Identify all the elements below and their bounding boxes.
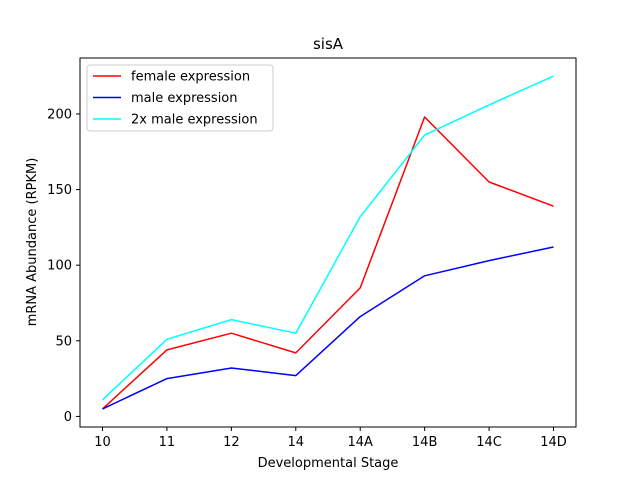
y-tick-label: 0	[64, 410, 72, 425]
series-line-0	[101, 116, 554, 410]
y-tick-label: 150	[47, 183, 72, 198]
legend-label-2: 2x male expression	[131, 113, 258, 128]
y-tick-label: 50	[55, 334, 72, 349]
x-tick-label: 14	[288, 435, 305, 450]
legend-label-0: female expression	[131, 70, 250, 85]
x-tick-label: 14A	[347, 435, 373, 450]
series-group	[101, 75, 554, 410]
legend-box	[86, 64, 274, 132]
x-tick-label: 14D	[540, 435, 567, 450]
series-line-1	[102, 246, 554, 410]
legend-label-1: male expression	[131, 91, 238, 106]
x-tick-label: 10	[94, 435, 111, 450]
x-axis: 10 11 12 14 14A 14B 14C 14D	[94, 427, 567, 450]
y-axis: 0 50 100 150 200	[47, 107, 80, 425]
chart-title: sisA	[313, 35, 344, 53]
x-tick-label: 12	[223, 435, 240, 450]
plot-frame	[79, 57, 577, 428]
x-tick-label: 14C	[476, 435, 502, 450]
y-tick-label: 200	[47, 107, 72, 122]
legend: female expression male expression 2x male …	[86, 64, 274, 132]
x-tick-label: 11	[159, 435, 176, 450]
y-axis-label: mRNA Abundance (RPKM)	[25, 158, 40, 327]
x-tick-label: 14B	[412, 435, 437, 450]
x-axis-label: Developmental Stage	[258, 456, 399, 471]
series-line-2	[101, 75, 554, 401]
y-tick-label: 100	[47, 259, 72, 274]
